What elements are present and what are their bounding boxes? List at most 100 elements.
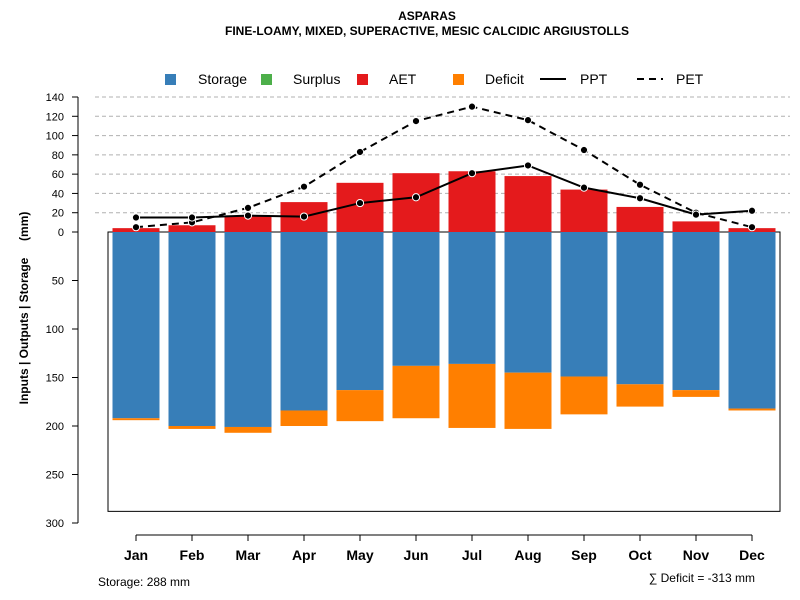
ppt-point (299, 212, 309, 221)
storage-bar (280, 232, 328, 411)
legend-aet-swatch (357, 74, 368, 85)
x-tick-label: Feb (180, 547, 205, 563)
legend-surplus-swatch (261, 74, 272, 85)
pet-point (579, 145, 589, 155)
y-tick-label: 250 (46, 470, 64, 482)
storage-bar (728, 232, 776, 409)
legend-deficit-label: Deficit (485, 71, 524, 87)
deficit-bar (280, 410, 328, 426)
storage-bar (224, 232, 272, 427)
legend-aet-label: AET (389, 71, 417, 87)
pet-line (135, 105, 753, 229)
x-tick-label: Oct (628, 547, 652, 563)
y-tick-label: 60 (52, 169, 64, 181)
pet-point (355, 147, 365, 157)
x-tick-label: Sep (571, 547, 597, 563)
aet-bar (392, 173, 440, 232)
x-tick-label: Apr (292, 547, 317, 563)
deficit-bar (168, 426, 216, 429)
aet-bar (224, 215, 272, 232)
chart-title: ASPARAS (398, 9, 456, 23)
y-tick-label: 0 (58, 227, 64, 239)
ppt-point (355, 198, 365, 208)
x-tick-label: Dec (739, 547, 765, 563)
footer-deficit: ∑ Deficit = -313 mm (649, 571, 755, 585)
deficit-bar (728, 408, 776, 411)
storage-bar (168, 232, 216, 426)
y-tick-label: 300 (46, 518, 64, 530)
legend-deficit-swatch (453, 74, 464, 85)
storage-bar (672, 232, 720, 391)
y-tick-label: 20 (52, 208, 64, 220)
pet-point (467, 102, 477, 111)
legend-storage-label: Storage (198, 71, 247, 87)
x-tick-label: Jul (462, 547, 482, 563)
deficit-bar (560, 376, 608, 415)
aet-bar (504, 176, 552, 232)
ppt-point (747, 206, 757, 215)
pet-point (411, 117, 421, 126)
chart-subtitle: FINE-LOAMY, MIXED, SUPERACTIVE, MESIC CA… (225, 24, 629, 38)
y-tick-label: 80 (52, 150, 64, 162)
storage-bar (448, 232, 496, 364)
storage-bar (504, 232, 552, 373)
storage-bar (392, 232, 440, 366)
ppt-point (691, 210, 701, 219)
lines (131, 102, 757, 232)
deficit-bar (616, 384, 664, 407)
x-tick-label: Jan (124, 547, 148, 563)
storage-bar (560, 232, 608, 377)
y-tick-label: 50 (52, 276, 64, 288)
y-tick-label: 140 (46, 92, 64, 104)
y-tick-label: 150 (46, 373, 64, 385)
ppt-point (579, 183, 589, 192)
deficit-bar (448, 363, 496, 428)
x-tick-label: May (346, 547, 373, 563)
y-axis-label: Inputs | Outputs | Storage (mm) (17, 212, 31, 405)
deficit-bar (504, 372, 552, 429)
deficit-bar (392, 365, 440, 419)
storage-bar (112, 232, 160, 419)
ppt-point (243, 211, 253, 220)
ppt-point (523, 161, 533, 170)
x-tick-label: Nov (683, 547, 710, 563)
deficit-bar (112, 418, 160, 421)
pet-point (635, 180, 645, 189)
deficit-bar (336, 390, 384, 422)
storage-bar (616, 232, 664, 385)
aet-bar (616, 206, 664, 232)
bars (112, 171, 776, 433)
aet-bar (672, 221, 720, 232)
pet-point (131, 223, 141, 232)
pet-point (243, 203, 253, 212)
y-tick-label: 100 (46, 324, 64, 336)
legend: Storage Surplus AET Deficit PPT PET (165, 71, 704, 87)
ppt-point (467, 169, 477, 178)
y-tick-label: 100 (46, 131, 64, 143)
x-tick-label: Mar (236, 547, 261, 563)
deficit-bar (672, 390, 720, 397)
aet-bar (448, 171, 496, 232)
y-tick-label: 40 (52, 188, 64, 200)
x-tick-label: Jun (404, 547, 429, 563)
legend-storage-swatch (165, 74, 176, 85)
ppt-point (131, 213, 141, 222)
storage-bar (336, 232, 384, 391)
legend-pet-label: PET (676, 71, 704, 87)
ppt-point (187, 213, 197, 222)
y-tick-label: 120 (46, 111, 64, 123)
aet-bar (560, 189, 608, 232)
pet-point (523, 116, 533, 125)
legend-ppt-label: PPT (580, 71, 608, 87)
y-tick-label: 200 (46, 421, 64, 433)
pet-point (747, 223, 757, 232)
aet-bar (168, 225, 216, 232)
footer-storage: Storage: 288 mm (98, 575, 190, 589)
x-tick-label: Aug (514, 547, 541, 563)
ppt-line (136, 164, 753, 219)
deficit-bar (224, 426, 272, 433)
gridlines (95, 96, 790, 214)
pet-point (299, 182, 309, 191)
